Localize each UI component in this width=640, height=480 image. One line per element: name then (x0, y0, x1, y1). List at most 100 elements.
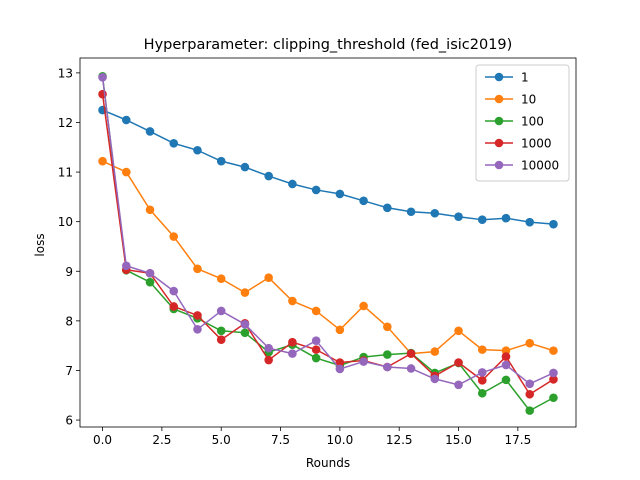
data-point (193, 145, 202, 155)
data-point (193, 324, 202, 334)
x-tick-label: 7.5 (271, 433, 290, 447)
y-tick-label: 8 (65, 314, 73, 328)
data-point (311, 185, 321, 195)
data-point (240, 320, 250, 329)
data-point (216, 306, 226, 316)
data-point (264, 171, 273, 181)
y-tick-label: 12 (58, 116, 73, 130)
series-0 (98, 105, 558, 229)
x-axis-label: Rounds (306, 456, 350, 470)
data-point (383, 350, 392, 359)
data-point (406, 364, 416, 373)
data-point (145, 205, 155, 215)
legend-label: 100 (521, 115, 544, 129)
data-point (525, 379, 535, 389)
data-point (311, 353, 321, 363)
data-point (193, 311, 202, 320)
data-point (430, 208, 440, 218)
data-point (359, 357, 368, 366)
series-4 (98, 73, 558, 390)
data-point (121, 261, 131, 271)
data-point (549, 375, 558, 384)
data-point (335, 325, 345, 335)
legend-swatch-marker (494, 94, 504, 104)
data-point (406, 207, 416, 217)
y-tick-label: 11 (58, 166, 73, 180)
data-point (288, 349, 297, 358)
y-tick-label: 6 (65, 414, 73, 428)
data-point (501, 352, 511, 361)
data-point (454, 358, 463, 367)
data-point (288, 296, 297, 306)
data-point (145, 268, 155, 278)
data-point (145, 127, 155, 136)
data-point (525, 338, 535, 348)
data-point (501, 360, 511, 370)
data-point (216, 326, 226, 336)
data-point (383, 322, 392, 332)
data-point (169, 286, 179, 296)
data-point (121, 167, 131, 177)
legend-label: 10 (521, 93, 536, 107)
data-point (525, 217, 535, 227)
data-point (311, 336, 321, 346)
data-point (430, 347, 440, 356)
data-point (264, 355, 273, 365)
data-point (335, 364, 345, 374)
y-tick-label: 7 (65, 364, 73, 378)
y-axis-label: loss (33, 233, 47, 256)
legend-item: 1000 (485, 137, 552, 151)
data-point (216, 156, 226, 166)
legend-label: 1 (521, 71, 529, 85)
data-point (264, 273, 273, 283)
data-point (406, 349, 416, 358)
data-point (454, 380, 463, 390)
y-tick-label: 13 (58, 66, 73, 80)
data-point (335, 358, 345, 367)
data-point (477, 376, 487, 385)
data-point (216, 274, 226, 284)
legend-item: 10 (485, 93, 536, 107)
data-point (549, 368, 558, 378)
data-point (98, 73, 107, 82)
data-point (288, 179, 297, 189)
data-point (477, 368, 487, 377)
legend-swatch-marker (494, 160, 504, 170)
data-point (430, 374, 440, 384)
data-point (193, 264, 202, 274)
data-point (264, 343, 273, 353)
legend: 1 10 100 1000 10000 (475, 64, 570, 182)
legend-item: 10000 (485, 159, 559, 173)
data-point (240, 288, 250, 297)
data-point (335, 189, 345, 199)
data-point (454, 212, 463, 222)
x-tick-label: 12.5 (386, 433, 413, 447)
x-tick-label: 15.0 (445, 433, 472, 447)
legend-item: 1 (485, 71, 529, 85)
series-line (101, 77, 554, 386)
y-tick-label: 10 (58, 215, 73, 229)
series-layer (98, 72, 558, 415)
data-point (501, 346, 511, 355)
data-point (549, 219, 558, 229)
axes-frame (79, 57, 577, 428)
data-point (145, 277, 155, 287)
y-tick-label: 9 (65, 265, 73, 279)
legend-swatch-marker (494, 72, 504, 82)
axes-layer: 0.0 2.5 5.0 7.5 10.0 12.5 15.0 17.5 6 7 8 9 10 11 12 13 (58, 57, 577, 447)
data-point (311, 306, 321, 316)
data-point (454, 326, 463, 336)
data-point (359, 196, 368, 206)
x-tick-label: 10.0 (327, 433, 354, 447)
x-tick-label: 5.0 (212, 433, 231, 447)
data-point (169, 232, 179, 241)
legend-label: 1000 (521, 137, 552, 151)
data-point (216, 335, 226, 345)
x-tick-label: 17.5 (504, 433, 531, 447)
legend-swatch-marker (494, 138, 504, 148)
data-point (383, 362, 392, 372)
data-point (525, 406, 535, 415)
series-3 (98, 89, 558, 399)
data-point (477, 388, 487, 398)
data-point (477, 215, 487, 224)
